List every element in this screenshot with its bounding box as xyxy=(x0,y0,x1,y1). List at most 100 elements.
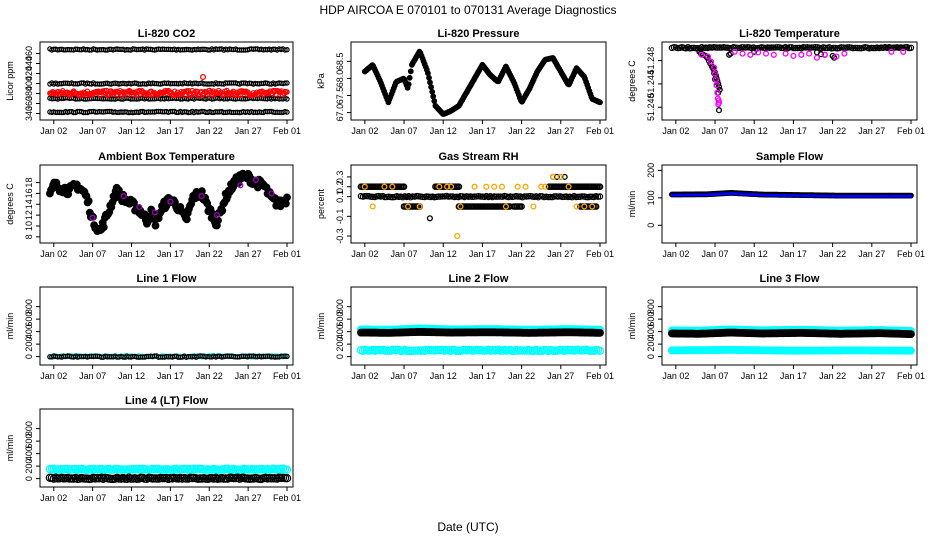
data-point xyxy=(218,206,227,215)
y-tick-label: 800 xyxy=(24,299,34,314)
data-point xyxy=(909,194,913,198)
x-tick-label: Feb 01 xyxy=(897,249,925,259)
y-tick-label: 800 xyxy=(335,299,345,314)
data-point xyxy=(48,90,55,96)
x-tick-label: Jan 12 xyxy=(118,493,145,503)
y-axis-label: percent xyxy=(316,188,326,219)
data-point xyxy=(400,183,408,190)
plot-frame xyxy=(350,41,607,121)
data-point xyxy=(549,173,557,180)
data-point xyxy=(237,182,244,189)
x-tick-label: Jan 17 xyxy=(469,371,496,381)
y-tick-label: 360 xyxy=(24,96,34,111)
data-point xyxy=(907,346,915,355)
y-tick-label: 51.244 xyxy=(646,70,656,98)
panel-title: Li-820 CO2 xyxy=(138,28,195,40)
data-point xyxy=(84,197,93,205)
series-standard-mid xyxy=(47,80,290,87)
data-point xyxy=(755,49,762,56)
data-point xyxy=(491,183,498,190)
data-point xyxy=(595,346,605,355)
data-point xyxy=(197,187,206,196)
data-point xyxy=(498,183,506,190)
data-point xyxy=(558,193,566,201)
panel-co2: Li-820 CO2 Licor ppm Jan 02 Jan 07 Jan 12 Jan… xyxy=(5,28,301,136)
data-point xyxy=(431,98,438,104)
data-point xyxy=(704,53,712,60)
y-axis-label: ml/min xyxy=(316,313,326,340)
data-point xyxy=(124,92,131,99)
data-point xyxy=(439,193,446,200)
y-tick-label: 18 xyxy=(24,178,34,188)
data-point xyxy=(557,173,564,180)
x-tick-label: Jan 12 xyxy=(118,371,145,381)
data-point xyxy=(786,44,793,51)
data-point xyxy=(530,203,537,210)
plot-frame xyxy=(39,286,294,366)
y-tick-label: -0.3 xyxy=(335,228,345,244)
data-point xyxy=(167,198,174,205)
panel-line2: Line 2 Flow ml/min Jan 02 Jan 07 Jan 12 Jan 1… xyxy=(316,273,614,381)
data-point xyxy=(497,193,504,200)
data-point xyxy=(483,183,490,190)
panel-title: Line 2 Flow xyxy=(449,273,509,285)
y-tick-label: 12 xyxy=(24,210,34,220)
data-point xyxy=(792,44,799,52)
data-point xyxy=(537,192,544,200)
data-point xyxy=(698,51,705,58)
x-tick-label: Jan 17 xyxy=(157,493,184,503)
data-point xyxy=(198,193,205,200)
series-line-4 xyxy=(45,473,292,484)
x-tick-label: Jan 02 xyxy=(351,126,378,136)
series-rh-main xyxy=(357,192,604,201)
data-point xyxy=(768,44,775,51)
x-tick-label: Feb 01 xyxy=(897,126,925,136)
x-tick-label: Jan 07 xyxy=(702,249,729,259)
x-tick-label: Feb 01 xyxy=(586,371,614,381)
data-point xyxy=(387,193,394,201)
data-point xyxy=(708,58,715,65)
y-tick-label: 400 xyxy=(24,324,34,339)
data-point xyxy=(747,51,754,58)
series-line-1 xyxy=(47,353,290,360)
panel-title: Line 3 Flow xyxy=(760,273,820,285)
y-axis-label: ml/min xyxy=(627,191,637,218)
panel-rh: Gas Stream RH percent Jan 02 Jan 07 Jan 12 Ja… xyxy=(316,151,614,259)
data-layer xyxy=(47,46,290,116)
y-tick-label: -0.1 xyxy=(335,209,345,225)
x-tick-label: Jan 07 xyxy=(79,249,106,259)
data-point xyxy=(457,203,464,210)
y-tick-label: 51.240 xyxy=(646,93,656,121)
y-tick-label: 8 xyxy=(24,234,34,239)
plot-frame xyxy=(661,41,918,121)
x-tick-label: Jan 02 xyxy=(40,493,67,503)
panel-title: Li-820 Pressure xyxy=(438,28,520,40)
data-point xyxy=(213,212,221,219)
data-point xyxy=(99,223,108,232)
data-point xyxy=(888,48,895,55)
data-point xyxy=(282,474,292,483)
data-point xyxy=(426,74,432,81)
series-ambient-outlier xyxy=(199,73,207,81)
x-tick-label: Jan 07 xyxy=(79,493,106,503)
y-tick-label: 600 xyxy=(24,312,34,327)
x-tick-label: Jan 07 xyxy=(391,249,418,259)
data-point xyxy=(522,183,529,190)
data-point xyxy=(716,44,723,51)
y-tick-label: 67.5 xyxy=(335,87,345,105)
y-tick-label: 0.1 xyxy=(335,190,345,203)
data-point xyxy=(713,82,720,89)
data-point xyxy=(182,215,191,224)
data-point xyxy=(281,199,290,208)
y-tick-label: 400 xyxy=(646,324,656,339)
data-point xyxy=(406,74,413,81)
data-point xyxy=(214,216,222,225)
panel-ambient_temp: Ambient Box Temperature degrees C Jan 02 Ja… xyxy=(5,151,301,259)
panel-line4: Line 4 (LT) Flow ml/min Jan 02 Jan 07 Jan 12… xyxy=(5,395,301,503)
y-tick-label: 600 xyxy=(335,312,345,327)
data-point xyxy=(518,203,525,210)
data-point xyxy=(89,214,96,221)
data-point xyxy=(284,353,290,359)
y-tick-label: 16 xyxy=(24,188,34,198)
